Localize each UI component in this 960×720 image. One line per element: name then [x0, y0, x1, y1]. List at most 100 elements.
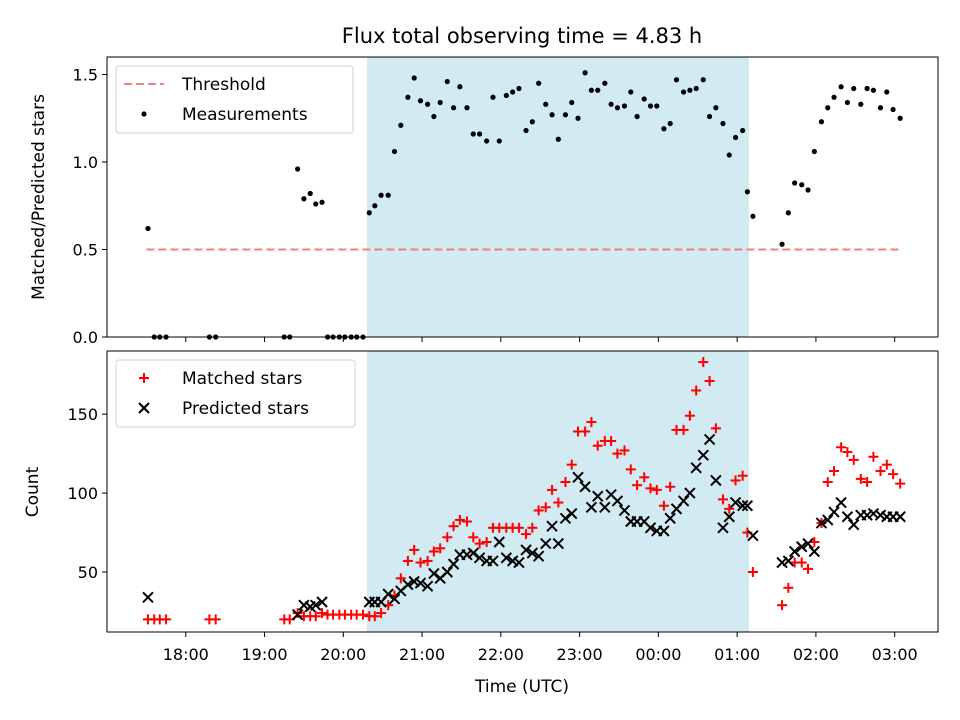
data-point: [470, 131, 476, 137]
data-point: [704, 375, 715, 386]
data-point: [441, 566, 453, 578]
data-point: [673, 77, 680, 83]
top-plot-ratio: 0.0 0.5 1.0 1.5 Threshold Measurements: [73, 56, 939, 347]
data-point: [825, 105, 831, 111]
data-point: [369, 611, 380, 622]
data-point: [575, 115, 581, 121]
data-point: [678, 424, 689, 435]
data-point: [536, 80, 542, 86]
data-point: [442, 532, 453, 543]
data-point: [691, 385, 702, 396]
data-point: [579, 481, 591, 493]
data-point: [700, 77, 706, 83]
data-point: [831, 94, 837, 100]
data-point: [783, 582, 794, 593]
data-point: [210, 614, 221, 625]
data-point: [858, 101, 864, 107]
data-point: [851, 85, 857, 92]
x-tick-label: 00:00: [635, 645, 681, 664]
y-tick-label: 50: [78, 563, 98, 582]
data-point: [779, 241, 785, 247]
data-point: [145, 225, 151, 232]
data-point: [697, 449, 709, 461]
data-point: [540, 502, 551, 513]
data-point: [687, 87, 693, 93]
data-point: [703, 433, 716, 446]
legend-marker: [141, 111, 147, 117]
data-point: [740, 127, 746, 134]
data-point: [618, 504, 631, 517]
data-point: [310, 611, 321, 622]
data-point: [295, 166, 301, 172]
data-point: [710, 474, 722, 487]
data-point: [484, 138, 490, 144]
data-point: [417, 98, 424, 104]
data-point: [777, 600, 788, 611]
data-point: [532, 550, 545, 562]
x-tick-label: 01:00: [714, 645, 760, 664]
legend-label: Threshold: [181, 75, 266, 95]
data-point: [713, 105, 719, 111]
data-point: [730, 475, 741, 486]
data-point: [693, 85, 699, 92]
data-point: [611, 495, 624, 507]
bottom-series-matched-stars: [142, 357, 906, 625]
data-point: [496, 138, 502, 144]
legend-label: Matched stars: [182, 369, 302, 389]
data-point: [319, 199, 325, 205]
data-point: [405, 94, 411, 100]
data-point: [803, 563, 814, 574]
data-point: [654, 103, 660, 109]
data-point: [428, 567, 440, 580]
data-point: [632, 480, 643, 491]
data-point: [566, 507, 578, 520]
legend-label: Predicted stars: [182, 399, 309, 419]
data-point: [316, 596, 328, 608]
data-point: [680, 89, 687, 95]
data-point: [402, 578, 414, 591]
data-point: [848, 454, 859, 465]
data-point: [398, 122, 404, 128]
top-legend: Threshold Measurements: [115, 65, 354, 134]
data-point: [796, 557, 807, 568]
data-point: [546, 520, 558, 532]
data-point: [572, 471, 584, 483]
data-point: [890, 106, 896, 113]
data-point: [747, 529, 759, 542]
data-point: [457, 84, 463, 90]
data-point: [161, 614, 172, 625]
data-point: [884, 89, 890, 95]
data-point: [521, 529, 532, 540]
data-point: [414, 577, 427, 589]
data-point: [503, 92, 509, 99]
data-point: [142, 591, 154, 603]
data-point: [547, 484, 558, 495]
data-point: [366, 210, 372, 216]
top-shaded-interval: [366, 57, 749, 337]
data-point: [818, 119, 825, 125]
data-point: [555, 136, 561, 142]
x-tick-label: 02:00: [793, 645, 839, 664]
data-point: [717, 494, 728, 505]
data-point: [461, 516, 472, 527]
data-point: [301, 196, 307, 202]
data-point: [690, 462, 702, 474]
data-point: [651, 484, 662, 495]
data-point: [736, 500, 749, 512]
data-point: [639, 472, 650, 483]
data-point: [862, 477, 873, 488]
data-point: [785, 210, 791, 216]
data-point: [625, 464, 636, 475]
data-point: [422, 555, 433, 566]
data-point: [595, 87, 601, 93]
data-point: [444, 78, 450, 85]
data-point: [553, 497, 564, 508]
x-axis-label: Time (UTC): [474, 677, 569, 697]
data-point: [481, 537, 492, 548]
data-point: [560, 477, 571, 488]
data-point: [510, 89, 516, 95]
bottom-y-axis-label: Count: [23, 466, 43, 517]
legend-box: [115, 65, 354, 134]
legend-box: [115, 359, 356, 428]
